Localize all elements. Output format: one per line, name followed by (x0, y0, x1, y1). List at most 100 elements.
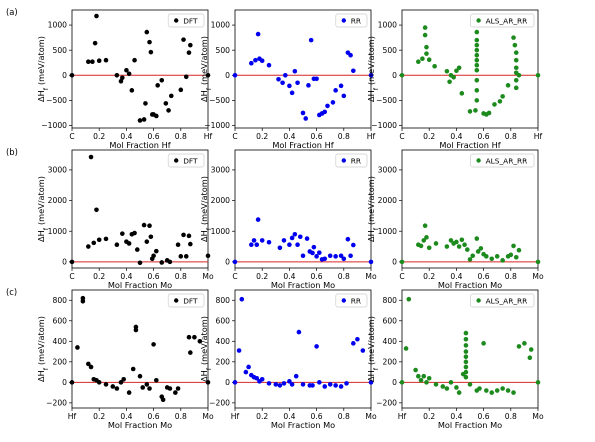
data-point (470, 253, 476, 259)
x-tick-label: 0.4 (450, 132, 462, 141)
data-point (183, 254, 189, 259)
data-point (137, 373, 143, 379)
data-point (251, 238, 257, 243)
y-tick-label: 500 (53, 46, 68, 55)
data-point (463, 336, 469, 342)
data-point (306, 83, 311, 88)
data-point (94, 13, 99, 19)
y-tick-label: 400 (383, 337, 398, 346)
data-point (293, 373, 299, 379)
legend-label: DFT (183, 296, 198, 305)
legend-box (335, 13, 368, 28)
data-point (492, 102, 497, 107)
data-point (474, 42, 480, 48)
data-point (314, 76, 319, 82)
data-point (103, 236, 109, 242)
panel-r3-c3: −200 0 200 400 600 800 Hf 0.2 0.4 0.6 0.8 Mo Mol Fra… (366, 289, 544, 430)
panel-r1-c2: −1000 −500 0 500 1000 C 0.2 0.4 0.6 0.8 Hf Mol Frac… (199, 9, 376, 150)
data-point (103, 57, 109, 63)
panel-r2-c1: 0 1000 2000 3000 C 0.2 0.4 0.6 0.8 Mo Mol Fraction… (36, 149, 214, 290)
data-point (144, 382, 150, 387)
data-point (341, 93, 347, 99)
data-point (447, 79, 452, 85)
data-point (186, 233, 192, 239)
data-point (292, 68, 298, 74)
y-axis-label: ΔHf (meV/atom) (366, 36, 380, 102)
data-point (88, 364, 94, 370)
data-point (418, 377, 424, 383)
data-point (273, 382, 279, 387)
y-tick-label: 0 (62, 71, 67, 80)
data-point (421, 373, 427, 379)
data-point (121, 376, 126, 382)
x-tick-label: C (399, 132, 404, 141)
x-axis-label: Mol Fraction Hf (439, 140, 501, 150)
data-point (505, 388, 511, 393)
plot-frame (234, 9, 372, 129)
data-point (403, 346, 409, 351)
data-point (406, 296, 412, 302)
data-point (481, 341, 486, 346)
data-point (424, 44, 429, 50)
data-point (424, 235, 429, 240)
legend-label: RR (351, 156, 361, 165)
data-point (289, 382, 295, 387)
data-point (463, 359, 469, 365)
data-point (168, 93, 174, 99)
data-point (474, 52, 480, 58)
data-point (426, 375, 432, 381)
x-tick-label: 0.8 (338, 412, 350, 421)
x-tick-label: 0.4 (120, 272, 132, 281)
data-point (259, 238, 265, 243)
x-tick-label: 0.8 (505, 412, 517, 421)
plot-frame (234, 149, 372, 269)
x-tick-label: 0.8 (505, 132, 517, 141)
data-point (351, 68, 356, 74)
data-point (348, 253, 353, 259)
data-point (535, 72, 541, 78)
legend-label: ALS_AR_RR (486, 296, 528, 305)
x-tick-label: 0.6 (478, 412, 490, 421)
data-point (92, 40, 98, 46)
y-axis-label-main: ΔH (36, 90, 46, 102)
data-point (535, 380, 541, 385)
data-point (456, 244, 462, 249)
data-point (300, 110, 306, 116)
y-tick-label: 0 (62, 378, 67, 387)
data-point (183, 74, 189, 80)
panel-r1-c1: −1000 −500 0 500 1000 C 0.2 0.4 0.6 0.8 Hf Mol Frac… (36, 9, 213, 150)
x-tick-label: 0.2 (256, 132, 268, 141)
data-point (91, 240, 97, 246)
data-point (333, 88, 338, 93)
data-point (448, 238, 454, 243)
legend-marker (174, 158, 179, 163)
data-point (239, 296, 245, 302)
data-point (489, 390, 495, 395)
legend-box (335, 153, 368, 168)
y-tick-label: 2000 (378, 196, 397, 205)
data-point (133, 327, 139, 333)
x-tick-label: 0.4 (120, 412, 132, 421)
legend-box (470, 153, 535, 168)
data-point (186, 334, 192, 340)
data-point (338, 83, 344, 89)
y-tick-label: −1000 (41, 121, 67, 130)
y-tick-label: 800 (383, 296, 398, 305)
y-tick-label: 0 (392, 71, 397, 80)
legend: ALS_AR_RR (470, 293, 535, 308)
data-point (456, 390, 462, 395)
data-point (422, 25, 428, 30)
data-point (140, 385, 146, 390)
y-axis-label: ΔHf (meV/atom) (36, 36, 50, 102)
data-point (236, 348, 242, 353)
data-point (159, 77, 165, 83)
legend: RR (335, 13, 368, 28)
y-tick-label: 200 (216, 357, 231, 366)
data-point (254, 242, 260, 248)
data-point (144, 29, 150, 35)
legend-marker (341, 18, 346, 23)
legend-marker (341, 298, 346, 303)
y-axis-label-subscript: f (206, 87, 213, 90)
data-point (141, 117, 147, 122)
data-point (94, 207, 99, 213)
